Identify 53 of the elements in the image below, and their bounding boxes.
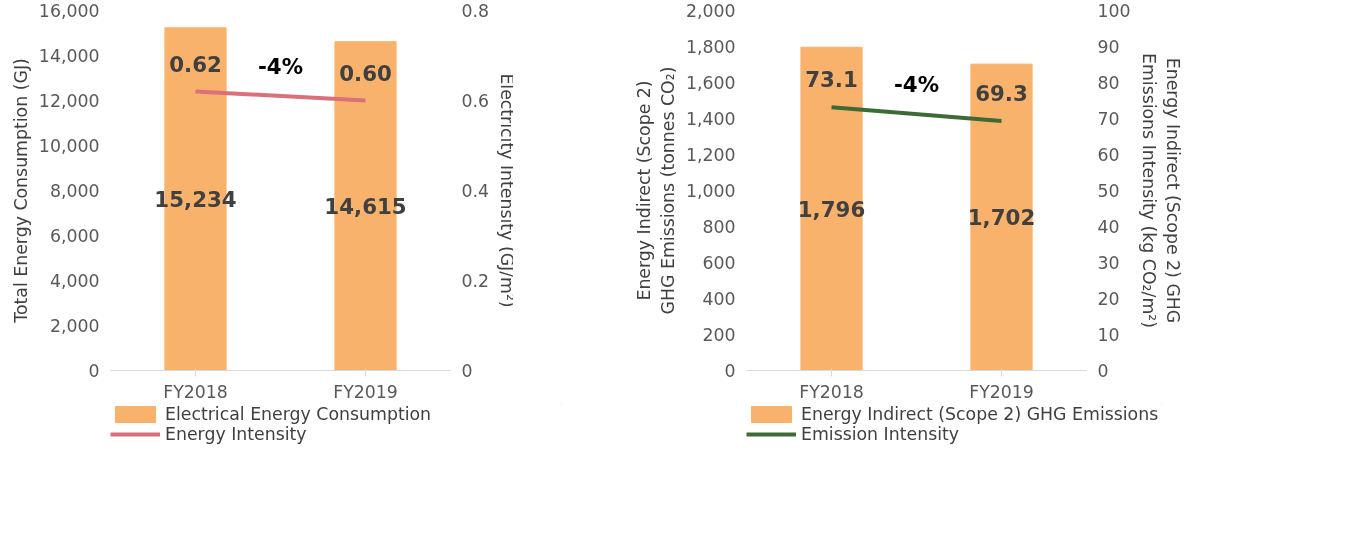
- legend-label: Energy Indirect (Scope 2) GHG Emissions: [801, 404, 1159, 424]
- y2-tick-label: 90: [1097, 37, 1120, 57]
- y2-tick-label: 0: [461, 361, 473, 381]
- y-tick-label: 16,000: [38, 1, 100, 21]
- y2-tick-label: 30: [1097, 253, 1120, 273]
- y-tick-label: 1,000: [685, 181, 736, 201]
- data-label: 0.62: [169, 51, 222, 77]
- x-tick-label: FY2018: [163, 381, 228, 402]
- y2-tick-label: 0.2: [461, 271, 490, 291]
- y-tick-label: 8,000: [49, 181, 100, 201]
- annotation: -4%: [893, 71, 940, 97]
- x-tick-label: FY2018: [799, 381, 864, 402]
- legend-label: Emission Intensity: [801, 424, 960, 444]
- x-tick-label: FY2019: [969, 381, 1034, 402]
- y-tick-label: 600: [702, 253, 736, 273]
- y2-axis-title: Energy Indirect (Scope 2) GHG Emissions Intensity (kg CO₂/m²): [1138, 53, 1183, 328]
- y-tick-label: 0: [724, 361, 736, 381]
- y-tick-label: 12,000: [38, 91, 100, 111]
- y-tick-label: 2,000: [49, 316, 100, 336]
- legend-label: Electrical Energy Consumption: [165, 404, 432, 424]
- y-tick-label: 10,000: [38, 136, 100, 156]
- legend-label: Energy Intensity: [165, 424, 307, 444]
- y2-tick-label: 60: [1097, 145, 1120, 165]
- data-label: 69.3: [975, 81, 1028, 107]
- y2-tick-label: 70: [1097, 109, 1120, 129]
- y2-tick-label: 0: [1097, 361, 1109, 381]
- y2-tick-label: 0.6: [461, 91, 490, 111]
- y-axis-title: Energy Indirect (Scope 2) GHG Emissions (tonnes CO₂): [633, 66, 678, 315]
- x-tick-label: FY2019: [333, 381, 398, 402]
- y2-tick-label: 20: [1097, 289, 1120, 309]
- y2-tick-label: 0.8: [461, 1, 490, 21]
- annotation: -4%: [257, 53, 304, 79]
- y-tick-label: 200: [702, 325, 736, 345]
- y-tick-label: 1,600: [685, 73, 736, 93]
- y-tick-label: 14,000: [38, 46, 100, 66]
- y2-tick-label: 80: [1097, 73, 1120, 93]
- y-tick-label: 800: [702, 217, 736, 237]
- y-axis-title: Total Energy Consumption (GJ): [10, 58, 31, 324]
- y-tick-label: 0: [88, 361, 100, 381]
- y-tick-label: 400: [702, 289, 736, 309]
- y-tick-label: 4,000: [49, 271, 100, 291]
- y2-tick-label: 0.4: [461, 181, 490, 201]
- data-label: 0.60: [339, 60, 392, 86]
- y2-tick-label: 100: [1097, 1, 1131, 21]
- y2-tick-label: 40: [1097, 217, 1120, 237]
- y-tick-label: 1,800: [685, 37, 736, 57]
- y-tick-label: 1,200: [685, 145, 736, 165]
- y-tick-label: 1,400: [685, 109, 736, 129]
- y-tick-label: 2,000: [685, 1, 736, 21]
- y2-tick-label: 50: [1097, 181, 1120, 201]
- data-label: 73.1: [805, 67, 858, 93]
- y2-tick-label: 10: [1097, 325, 1120, 345]
- y-tick-label: 6,000: [49, 226, 100, 246]
